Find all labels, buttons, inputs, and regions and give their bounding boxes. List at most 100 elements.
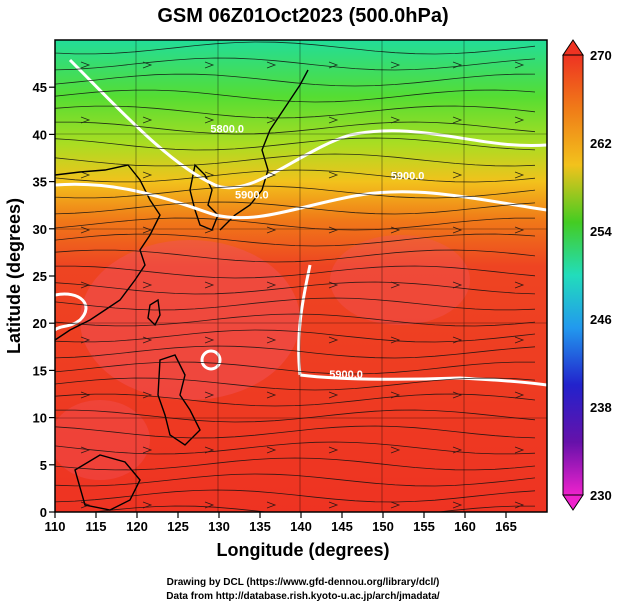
wind-arrow bbox=[328, 61, 339, 69]
wind-arrow bbox=[328, 171, 339, 179]
wind-arrow bbox=[328, 501, 339, 509]
wind-arrow bbox=[80, 391, 91, 399]
x-tick-label: 125 bbox=[167, 519, 189, 534]
x-tick-label: 110 bbox=[45, 519, 66, 534]
japan-coastline bbox=[219, 69, 309, 231]
x-tick-label: 140 bbox=[290, 519, 312, 534]
wind-arrow bbox=[80, 171, 91, 179]
wind-arrow bbox=[452, 226, 463, 234]
contour-label: 5900.0 bbox=[329, 369, 363, 381]
y-tick-label: 0 bbox=[40, 505, 47, 520]
plot-area bbox=[55, 40, 547, 512]
streamline bbox=[55, 217, 535, 231]
wind-arrow bbox=[80, 446, 91, 454]
x-axis-ticks: 110 115 120 125 130 135 140 145 150 155 160 165 bbox=[45, 512, 517, 534]
streamline bbox=[55, 329, 536, 343]
wind-arrow bbox=[514, 391, 525, 399]
wind-arrow bbox=[142, 336, 153, 344]
wind-arrow bbox=[328, 116, 339, 124]
streamline bbox=[55, 57, 536, 71]
wind-arrow bbox=[514, 226, 525, 234]
streamline bbox=[55, 265, 536, 279]
philippines-coastline bbox=[157, 354, 201, 446]
wind-arrow bbox=[204, 61, 215, 69]
streamline bbox=[55, 169, 536, 183]
wind-arrow bbox=[142, 391, 153, 399]
colorbar-labels: 270 262 254 246 238 230 bbox=[590, 48, 612, 503]
asia-coastline bbox=[55, 164, 161, 341]
x-tick-label: 130 bbox=[208, 519, 230, 534]
wind-arrow bbox=[390, 61, 401, 69]
wind-arrow bbox=[328, 391, 339, 399]
streamline bbox=[55, 377, 536, 391]
colorbar-gradient bbox=[562, 54, 584, 496]
wind-arrow bbox=[514, 336, 525, 344]
wind-arrow bbox=[266, 446, 277, 454]
wind-arrow bbox=[514, 61, 525, 69]
streamline bbox=[55, 313, 536, 327]
y-tick-label: 25 bbox=[33, 269, 47, 284]
y-tick-label: 15 bbox=[33, 363, 47, 378]
wind-arrow bbox=[390, 391, 401, 399]
wind-arrow bbox=[452, 171, 463, 179]
streamline bbox=[55, 361, 535, 375]
x-axis-label: Longitude (degrees) bbox=[216, 540, 389, 560]
warm-patch bbox=[80, 240, 300, 400]
wind-arrow bbox=[204, 501, 215, 509]
taiwan-coastline bbox=[147, 298, 161, 327]
x-tick-label: 150 bbox=[372, 519, 394, 534]
wind-arrow bbox=[266, 391, 277, 399]
wind-arrow bbox=[452, 501, 463, 509]
x-tick-label: 155 bbox=[413, 519, 435, 534]
wind-arrow bbox=[204, 171, 215, 179]
colorbar-label: 246 bbox=[590, 312, 612, 327]
colorbar: 270 262 254 246 238 230 bbox=[562, 39, 612, 511]
chart-title: GSM 06Z01Oct2023 (500.0hPa) bbox=[157, 5, 448, 27]
wind-arrow bbox=[80, 501, 91, 509]
wind-arrow bbox=[204, 391, 215, 399]
streamline bbox=[55, 505, 535, 512]
streamline bbox=[55, 473, 536, 487]
wind-arrow bbox=[266, 61, 277, 69]
streamline bbox=[55, 105, 536, 119]
streamline bbox=[55, 281, 536, 295]
borneo-coastline bbox=[74, 454, 141, 511]
y-tick-label: 30 bbox=[33, 222, 47, 237]
y-tick-label: 40 bbox=[33, 127, 47, 142]
credit-data: Data from http://database.rish.kyoto-u.a… bbox=[166, 591, 440, 602]
wind-arrow bbox=[452, 116, 463, 124]
y-tick-label: 5 bbox=[40, 458, 47, 473]
x-tick-label: 145 bbox=[331, 519, 353, 534]
grid-lines bbox=[55, 40, 547, 512]
wind-arrow bbox=[204, 281, 215, 289]
x-tick-label: 120 bbox=[126, 519, 148, 534]
colorbar-label: 254 bbox=[590, 224, 612, 239]
wind-arrow bbox=[514, 281, 525, 289]
wind-arrow bbox=[266, 226, 277, 234]
streamline bbox=[55, 73, 536, 87]
contour-label: 5900.0 bbox=[235, 190, 269, 202]
wind-arrow bbox=[142, 501, 153, 509]
streamline bbox=[55, 121, 536, 135]
streamline bbox=[55, 409, 536, 423]
warm-patch bbox=[330, 235, 470, 325]
streamline bbox=[55, 153, 536, 167]
streamline bbox=[55, 137, 536, 151]
x-tick-label: 115 bbox=[86, 519, 107, 534]
wind-arrow bbox=[80, 281, 91, 289]
contour-line bbox=[299, 373, 547, 387]
streamline bbox=[55, 89, 536, 103]
streamline bbox=[55, 457, 536, 471]
wind-arrow bbox=[514, 446, 525, 454]
contour-line bbox=[55, 182, 547, 220]
wind-arrow bbox=[204, 336, 215, 344]
streamline bbox=[55, 297, 536, 311]
wind-arrow bbox=[204, 116, 215, 124]
wind-arrow bbox=[204, 446, 215, 454]
wind-arrow bbox=[266, 281, 277, 289]
wind-arrow bbox=[452, 61, 463, 69]
streamline bbox=[55, 201, 536, 215]
streamline bbox=[55, 425, 536, 439]
streamline bbox=[55, 441, 536, 455]
